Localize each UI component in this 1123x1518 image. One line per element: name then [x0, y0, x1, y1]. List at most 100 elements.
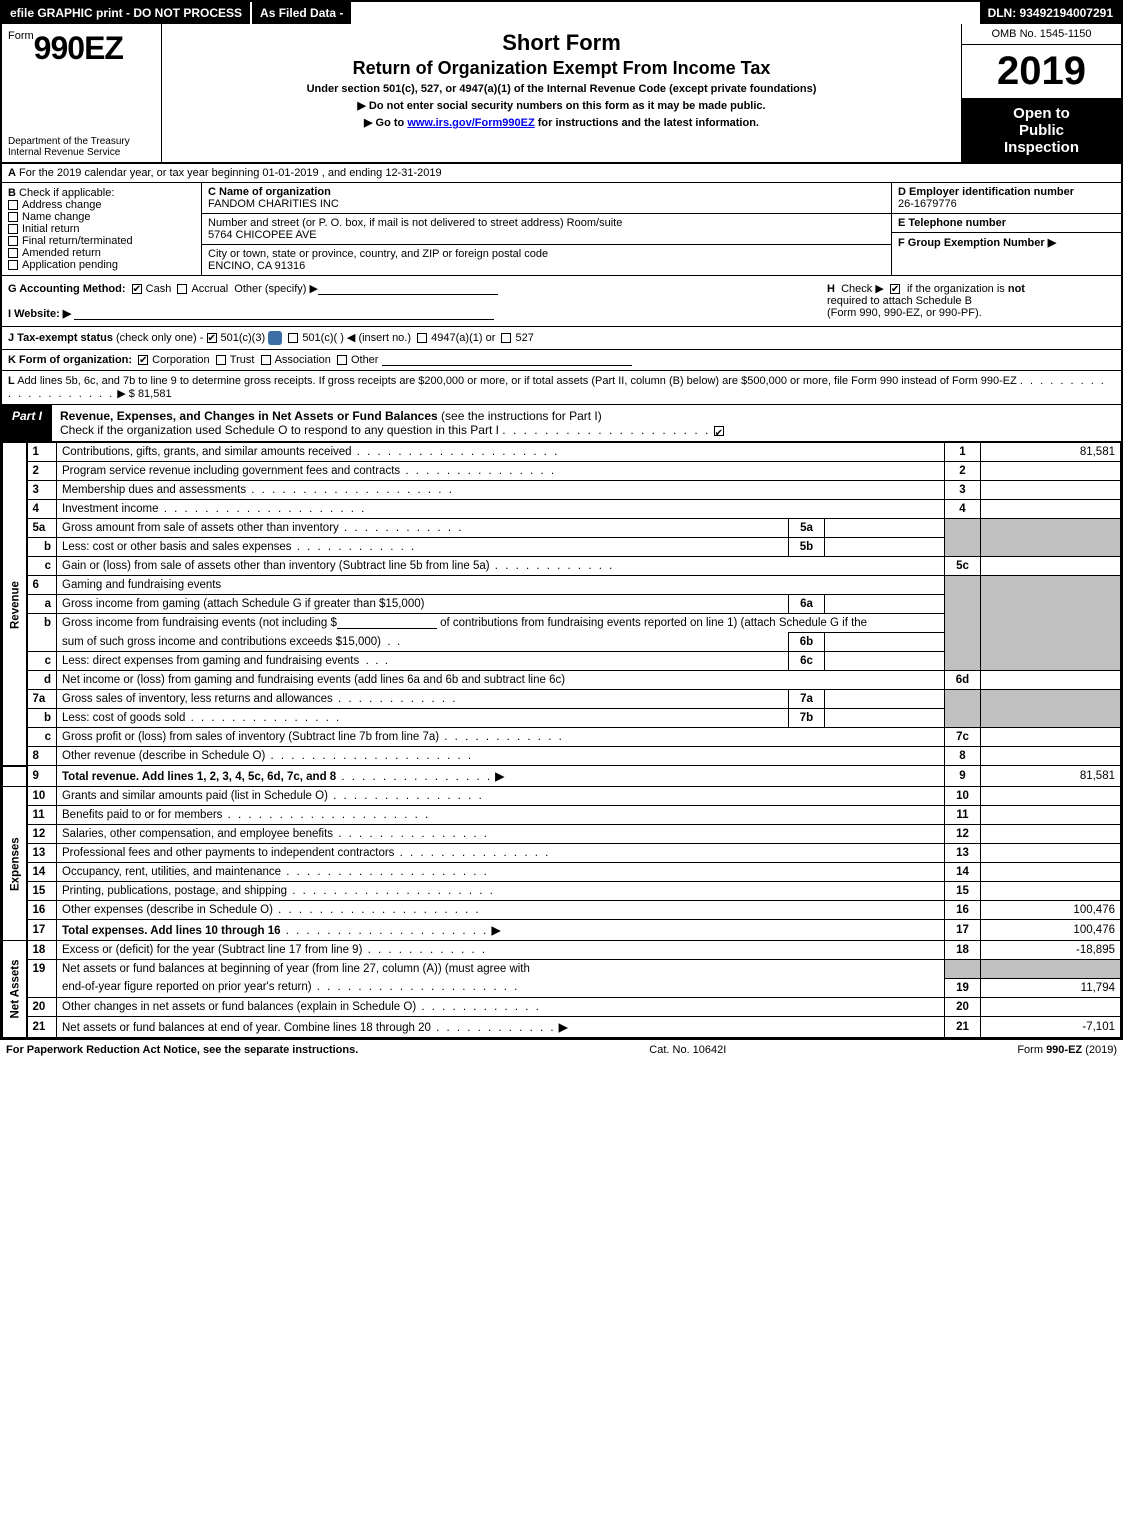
help-icon[interactable] — [268, 331, 282, 345]
l5b-desc: Less: cost or other basis and sales expe… — [57, 538, 789, 557]
chk-amended-return[interactable] — [8, 248, 18, 258]
line-11: 11 Benefits paid to or for members 11 — [3, 806, 1121, 825]
l19-val: 11,794 — [981, 978, 1121, 997]
l7b-shade2 — [981, 709, 1121, 728]
l7a-desc-text: Gross sales of inventory, less returns a… — [62, 693, 333, 705]
col-b-label: B — [8, 187, 16, 199]
l20-rnum: 20 — [945, 997, 981, 1016]
l6a-shade1 — [945, 595, 981, 614]
chk-501c3[interactable] — [207, 333, 217, 343]
chk-527[interactable] — [501, 333, 511, 343]
chk-trust[interactable] — [216, 355, 226, 365]
chk-final-return[interactable] — [8, 236, 18, 246]
l5a-mval — [825, 519, 945, 538]
l4-desc: Investment income — [57, 500, 945, 519]
footer-left: For Paperwork Reduction Act Notice, see … — [6, 1044, 358, 1056]
k-label: K Form of organization: — [8, 354, 132, 366]
line-6c: c Less: direct expenses from gaming and … — [3, 652, 1121, 671]
d-label: D Employer identification number — [898, 186, 1074, 198]
footer-right: Form 990-EZ (2019) — [1017, 1044, 1117, 1056]
part1-title-bold: Revenue, Expenses, and Changes in Net As… — [60, 409, 438, 423]
other-org-line[interactable] — [382, 354, 632, 366]
l10-rnum: 10 — [945, 787, 981, 806]
l12-desc-text: Salaries, other compensation, and employ… — [62, 828, 333, 840]
l19-dots — [312, 981, 520, 993]
chk-cash[interactable] — [132, 284, 142, 294]
row-a-label: A — [8, 167, 16, 179]
chk-assoc[interactable] — [261, 355, 271, 365]
col-b-heading: Check if applicable: — [19, 187, 114, 199]
l6b-mnum: 6b — [789, 633, 825, 652]
chk-accrual[interactable] — [177, 284, 187, 294]
part1-dots — [502, 423, 710, 437]
chk-application-pending[interactable] — [8, 260, 18, 270]
chk-h[interactable] — [890, 284, 900, 294]
l19-shade2 — [981, 960, 1121, 979]
website-line[interactable] — [74, 308, 494, 320]
open-line3: Inspection — [966, 139, 1117, 156]
l21-num: 21 — [27, 1016, 57, 1037]
irs-link[interactable]: www.irs.gov/Form990EZ — [407, 117, 534, 129]
chk-other-org[interactable] — [337, 355, 347, 365]
l7b-mnum: 7b — [789, 709, 825, 728]
opt-4947: 4947(a)(1) or — [431, 332, 495, 344]
l6b2-shade2 — [981, 633, 1121, 652]
l10-num: 10 — [27, 787, 57, 806]
l6b-blank[interactable] — [337, 617, 437, 629]
col-c-street: Number and street (or P. O. box, if mail… — [202, 214, 891, 245]
subtitle3-pre: ▶ Go to — [364, 117, 407, 129]
l6c-shade2 — [981, 652, 1121, 671]
chk-address-change[interactable] — [8, 200, 18, 210]
l5c-rnum: 5c — [945, 557, 981, 576]
line-6b-2: sum of such gross income and contributio… — [3, 633, 1121, 652]
line-19-1: 19 Net assets or fund balances at beginn… — [3, 960, 1121, 979]
l17-desc: Total expenses. Add lines 10 through 16 … — [57, 920, 945, 941]
opt-527: 527 — [515, 332, 533, 344]
chk-4947[interactable] — [417, 333, 427, 343]
l15-val — [981, 882, 1121, 901]
h-text3: required to attach Schedule B — [827, 295, 972, 307]
l11-desc: Benefits paid to or for members — [57, 806, 945, 825]
l6-shade1 — [945, 576, 981, 595]
row-k: K Form of organization: Corporation Trus… — [2, 350, 1121, 371]
chk-name-change[interactable] — [8, 212, 18, 222]
l17-num: 17 — [27, 920, 57, 941]
chk-501c[interactable] — [288, 333, 298, 343]
l18-val: -18,895 — [981, 941, 1121, 960]
chk-corp[interactable] — [138, 355, 148, 365]
l21-desc: Net assets or fund balances at end of ye… — [57, 1016, 945, 1037]
subtitle3-post: for instructions and the latest informat… — [535, 117, 759, 129]
l6a-mnum: 6a — [789, 595, 825, 614]
l5b-mnum: 5b — [789, 538, 825, 557]
l14-num: 14 — [27, 863, 57, 882]
line-9: 9 Total revenue. Add lines 1, 2, 3, 4, 5… — [3, 766, 1121, 787]
line-7b: b Less: cost of goods sold 7b — [3, 709, 1121, 728]
city-value: ENCINO, CA 91316 — [208, 260, 885, 272]
l6a-num: a — [27, 595, 57, 614]
l5a-dots — [339, 522, 464, 534]
l19-desc2: end-of-year figure reported on prior yea… — [57, 978, 945, 997]
opt-name-change: Name change — [22, 211, 91, 223]
other-specify-line[interactable] — [318, 283, 498, 295]
l18-dots — [362, 944, 487, 956]
l11-val — [981, 806, 1121, 825]
l15-desc-text: Printing, publications, postage, and shi… — [62, 885, 287, 897]
line-15: 15 Printing, publications, postage, and … — [3, 882, 1121, 901]
l7c-num: c — [27, 728, 57, 747]
line-16: 16 Other expenses (describe in Schedule … — [3, 901, 1121, 920]
h-text2: if the organization is — [907, 283, 1008, 295]
l5c-desc-text: Gain or (loss) from sale of assets other… — [62, 560, 490, 572]
l19-rnum: 19 — [945, 978, 981, 997]
l9-val: 81,581 — [981, 766, 1121, 787]
l16-desc-text: Other expenses (describe in Schedule O) — [62, 904, 273, 916]
chk-part1-scho[interactable] — [714, 426, 724, 436]
part1-header: Part I Revenue, Expenses, and Changes in… — [2, 405, 1121, 442]
l6b-mval — [825, 633, 945, 652]
opt-assoc: Association — [275, 354, 331, 366]
l19-num: 19 — [27, 960, 57, 979]
l10-desc: Grants and similar amounts paid (list in… — [57, 787, 945, 806]
l-label: L — [8, 375, 15, 387]
chk-initial-return[interactable] — [8, 224, 18, 234]
section-gh: G Accounting Method: Cash Accrual Other … — [2, 276, 1121, 327]
g-label: G Accounting Method: — [8, 283, 126, 295]
